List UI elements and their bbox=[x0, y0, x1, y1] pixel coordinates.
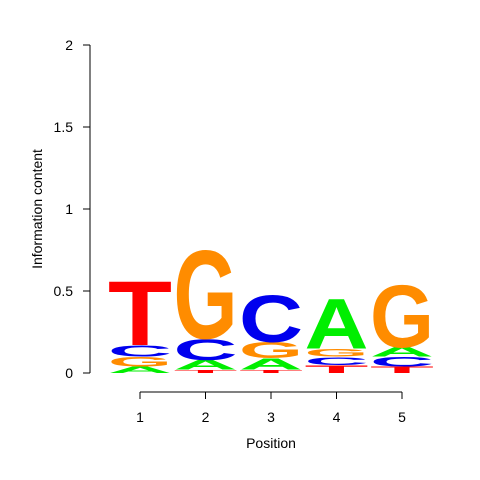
y-tick-label: 0 bbox=[65, 365, 73, 381]
logo-letter-c: C bbox=[108, 342, 172, 360]
logo-letter-t: T bbox=[174, 369, 238, 374]
x-axis: 1 2 3 4 5 bbox=[136, 391, 406, 425]
logo-letter-g: G bbox=[174, 225, 238, 366]
logo-letter-g: G bbox=[370, 267, 434, 367]
logo-letter-c: C bbox=[174, 333, 238, 366]
logo-letter-g: G bbox=[108, 354, 172, 369]
logo-letter-c: C bbox=[305, 355, 369, 368]
logo-letter-c: C bbox=[370, 354, 434, 369]
logo-letter-g: G bbox=[305, 346, 369, 359]
y-axis-title: Information content bbox=[29, 149, 45, 269]
y-tick-label: 2 bbox=[65, 37, 73, 53]
x-tick-label: 4 bbox=[333, 409, 341, 425]
y-tick-label: 0.5 bbox=[54, 283, 74, 299]
logo-letter-a: A bbox=[305, 285, 369, 365]
x-tick-label: 5 bbox=[398, 409, 406, 425]
logo-letter-a: A bbox=[370, 344, 434, 359]
y-axis: 0 0.5 1 1.5 2 bbox=[54, 37, 91, 381]
x-tick-label: 1 bbox=[136, 409, 144, 425]
logo-letter-a: A bbox=[174, 358, 238, 373]
logo-letter-t: T bbox=[305, 363, 369, 376]
x-tick-label: 2 bbox=[202, 409, 210, 425]
y-tick-label: 1 bbox=[65, 201, 73, 217]
logo-letter-a: A bbox=[239, 355, 303, 373]
logo-letter-a: A bbox=[108, 365, 172, 375]
logo-letter-t: T bbox=[370, 365, 434, 375]
logo-letter-c: C bbox=[239, 282, 303, 357]
y-tick-label: 1.5 bbox=[54, 119, 74, 135]
logo-letter-g: G bbox=[239, 337, 303, 363]
x-tick-label: 3 bbox=[267, 409, 275, 425]
logo-letter-t: T bbox=[239, 369, 303, 374]
logo-letter-t: T bbox=[108, 262, 172, 364]
x-axis-title: Position bbox=[246, 435, 296, 451]
